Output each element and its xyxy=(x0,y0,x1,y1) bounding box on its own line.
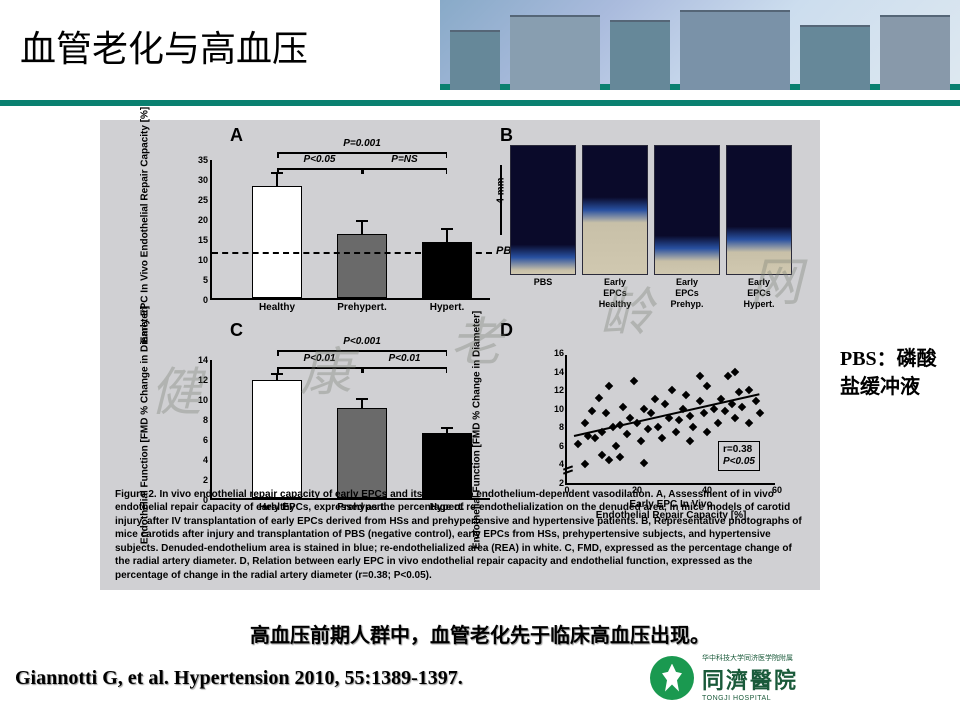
conclusion-text: 高血压前期人群中，血管老化先于临床高血压出现。 xyxy=(0,619,960,648)
figure-panel: A B C D Early EPC In Vivo Endothelial Re… xyxy=(100,120,820,590)
panel-b-label: B xyxy=(500,125,513,146)
logo-icon xyxy=(650,656,694,700)
logo-cn: 同濟醫院 xyxy=(702,663,798,695)
pbs-annotation: PBS：磷酸盐缓冲液 xyxy=(840,345,945,401)
panel-d-label: D xyxy=(500,320,513,341)
citation-text: Giannotti G, et al. Hypertension 2010, 5… xyxy=(15,667,463,690)
logo-affiliation: 华中科技大学同济医学院附属 xyxy=(702,653,798,663)
panel-b-images: 4 mm PBSEarlyEPCsHealthyEarlyEPCsPrehyp.… xyxy=(510,145,800,300)
slide-title: 血管老化与高血压 xyxy=(20,20,308,72)
header: 血管老化与高血压 xyxy=(0,0,960,100)
figure-caption: Figure 2. In vivo endothelial repair cap… xyxy=(115,488,805,583)
logo-en: TONGJI HOSPITAL xyxy=(702,695,798,702)
header-photo xyxy=(440,0,960,90)
panel-b-scale: 4 mm xyxy=(496,177,507,203)
hospital-logo: 华中科技大学同济医学院附属 同濟醫院 TONGJI HOSPITAL xyxy=(650,650,940,705)
divider-bar xyxy=(0,100,960,106)
chart-a: Early EPC In Vivo Endothelial Repair Cap… xyxy=(160,130,490,320)
